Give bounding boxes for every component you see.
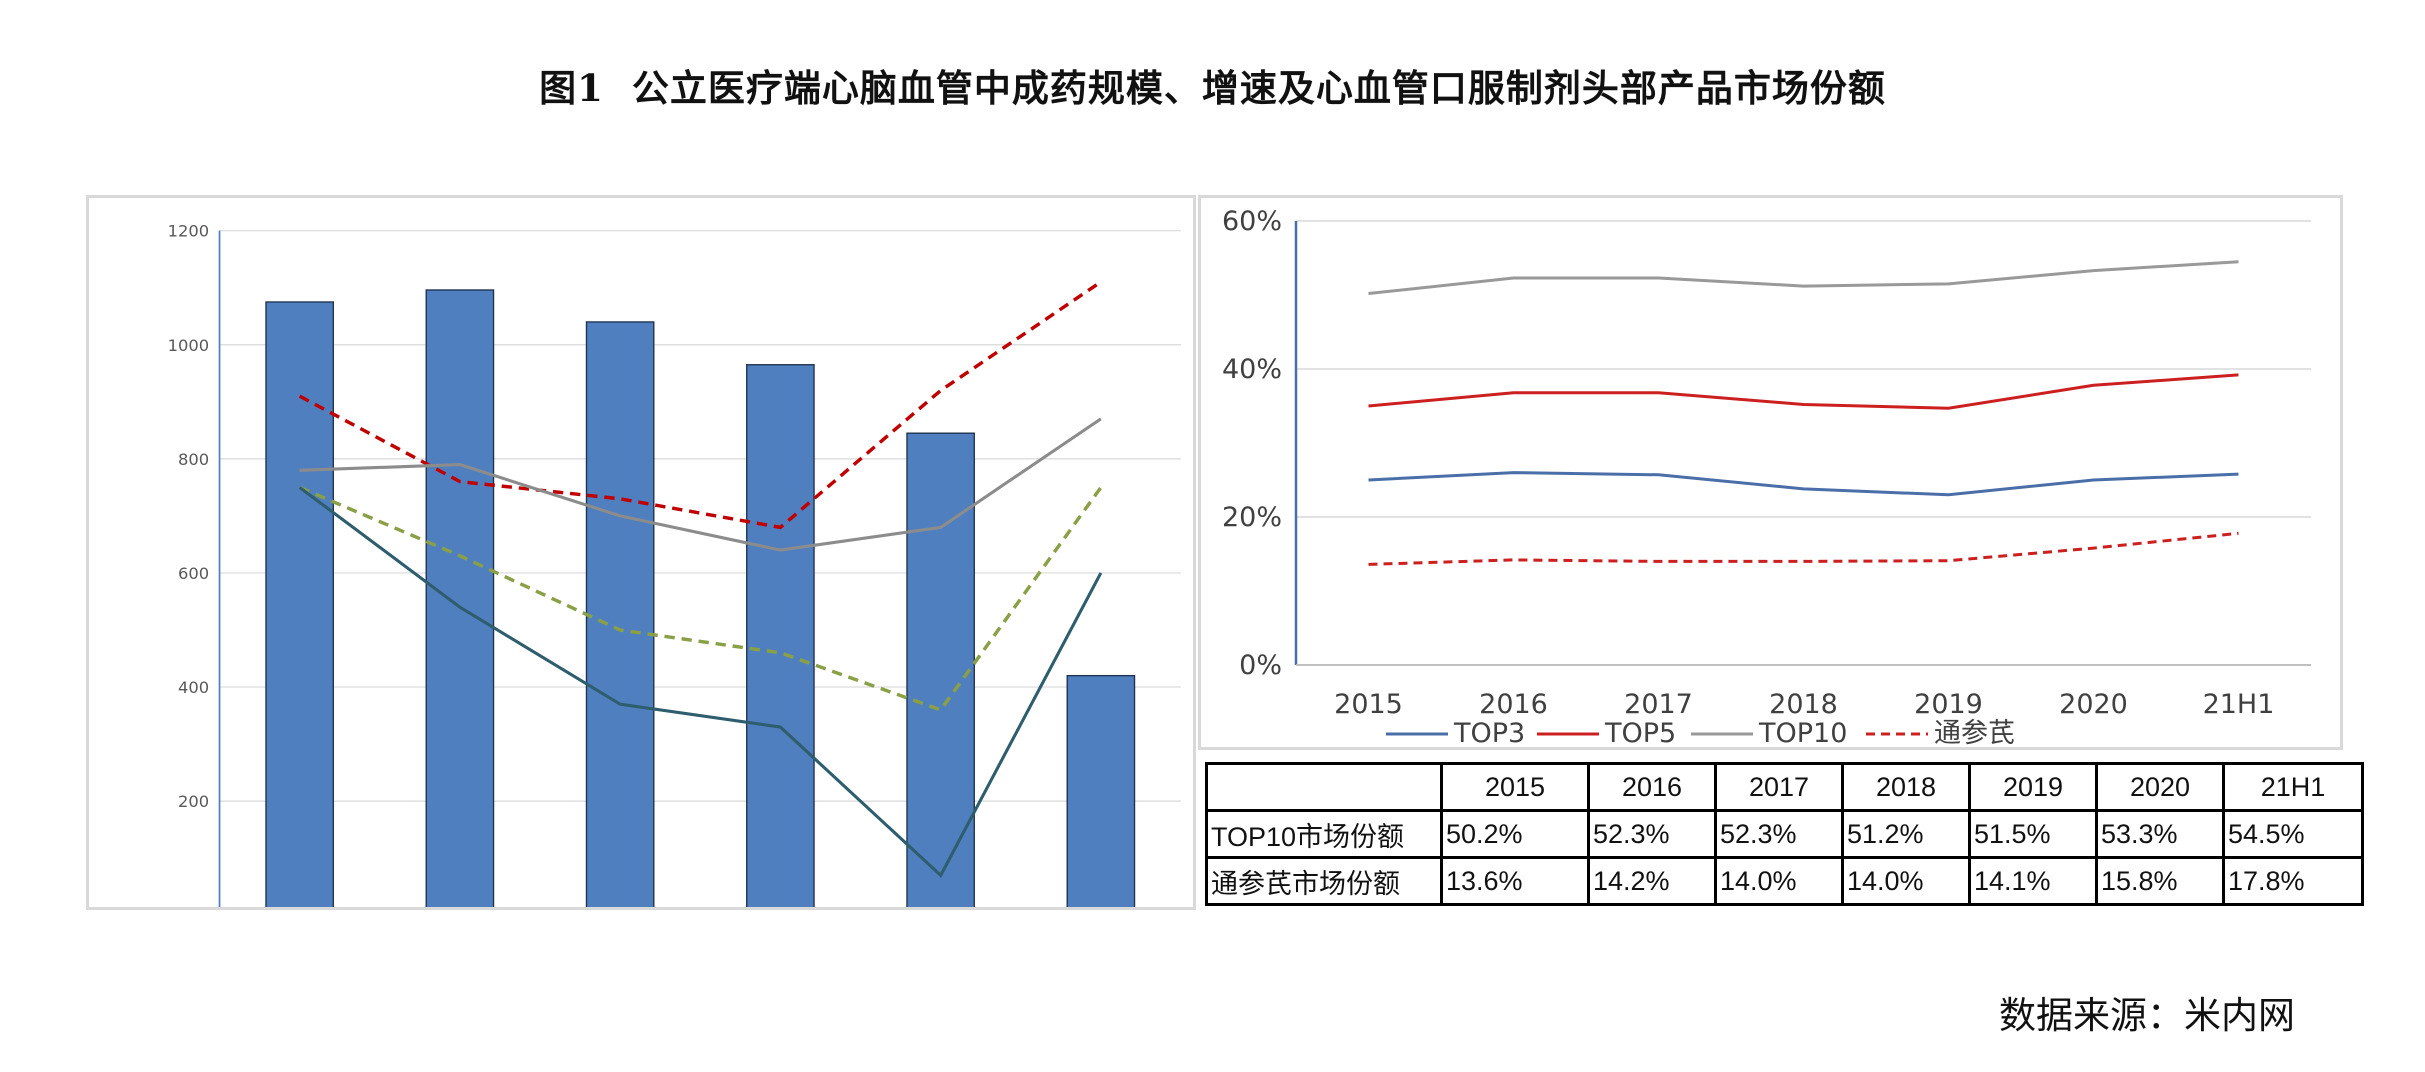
bar xyxy=(1066,674,1136,916)
table-cell: 51.2% xyxy=(1841,809,1971,859)
y-left-tick-label: 800 xyxy=(178,450,209,469)
table-header-cell: 2015 xyxy=(1440,762,1590,812)
table-header-cell: 2016 xyxy=(1587,762,1717,812)
table-header-cell: 2019 xyxy=(1968,762,2098,812)
bar xyxy=(585,321,655,916)
y-left-tick-label: 1000 xyxy=(168,336,210,355)
table-row: 通参芪市场份额 13.6% 14.2% 14.0% 14.0% 14.1% 15… xyxy=(1205,856,2364,906)
table-cell: 14.0% xyxy=(1841,856,1971,906)
x-tick-label: 2020 xyxy=(2059,689,2128,720)
source-note: 数据来源：米内网 xyxy=(1999,994,2295,1037)
series-line xyxy=(298,485,1103,712)
table-header-cell: 2018 xyxy=(1841,762,1971,812)
y-left-tick-label: 600 xyxy=(178,564,209,583)
x-tick-label: 21H1 xyxy=(2203,689,2275,720)
table-cell: 14.2% xyxy=(1587,856,1717,906)
table-row: TOP10市场份额 50.2% 52.3% 52.3% 51.2% 51.5% … xyxy=(1205,809,2364,859)
legend-label: TOP10 xyxy=(1758,718,1847,747)
series-line xyxy=(299,417,1102,552)
x-tick-label: 2019 xyxy=(1914,689,1983,720)
table-row-label: 通参芪市场份额 xyxy=(1205,856,1443,906)
legend-label: 通参芪 xyxy=(1934,718,2015,747)
scale-growth-combo-chart: 020040060080010001200-30%-20%-10%0%10%20… xyxy=(131,222,1237,993)
market-share-line-chart: 0% 20% 40% 60% 2015 2016 2017 2018 2019 2020 21H1 T… xyxy=(1222,206,2311,749)
bar xyxy=(746,364,815,916)
legend-label: TOP5 xyxy=(1604,718,1676,747)
series-line xyxy=(1368,531,2239,566)
table-header-row: 2015 2016 2017 2018 2019 2020 21H1 xyxy=(1205,762,2364,812)
x-tick-label: 2016 xyxy=(1479,689,1548,720)
table-header-cell: 2020 xyxy=(2095,762,2225,812)
market-share-table: 2015 2016 2017 2018 2019 2020 21H1 TOP10… xyxy=(1205,762,2364,906)
table-header-cell: 21H1 xyxy=(2222,762,2364,812)
y-tick-label: 60% xyxy=(1222,206,1282,237)
x-tick-label: 2015 xyxy=(1334,689,1403,720)
table-cell: 15.8% xyxy=(2095,856,2225,906)
table-cell: 54.5% xyxy=(2222,809,2364,859)
series-line xyxy=(1368,373,2239,410)
left-chart-panel: 020040060080010001200-30%-20%-10%0%10%20… xyxy=(86,195,1237,993)
y-left-tick-label: 0 xyxy=(199,906,209,907)
plot-area: 020040060080010001200-30%-20%-10%0%10%20… xyxy=(131,222,1237,993)
series-line xyxy=(1368,471,2239,497)
figure-number: 图1 xyxy=(539,66,604,110)
bar xyxy=(265,301,334,916)
table-row-label: TOP10市场份额 xyxy=(1205,809,1443,859)
y-tick-label: 0% xyxy=(1239,650,1282,681)
legend-label: TOP3 xyxy=(1453,718,1525,747)
figure-title: 图1 公立医疗端心脑血管中成药规模、增速及心血管口服制剂头部产品市场份额 xyxy=(0,58,2425,112)
series-line xyxy=(298,486,1103,878)
table-cell: 53.3% xyxy=(2095,809,2225,859)
bar xyxy=(425,289,495,916)
table-cell: 14.1% xyxy=(1968,856,2098,906)
y-tick-label: 20% xyxy=(1222,502,1282,533)
series-line xyxy=(298,280,1102,530)
table-cell: 52.3% xyxy=(1587,809,1717,859)
table-header-cell xyxy=(1205,762,1443,812)
right-chart-panel: 0% 20% 40% 60% 2015 2016 2017 2018 2019 2020 21H1 T… xyxy=(1198,195,2343,750)
x-tick-label: 2017 xyxy=(1624,689,1693,720)
y-left-tick-label: 200 xyxy=(178,792,209,811)
y-left-tick-label: 400 xyxy=(178,678,209,697)
table-cell: 17.8% xyxy=(2222,856,2364,906)
figure-title-text: 公立医疗端心脑血管中成药规模、增速及心血管口服制剂头部产品市场份额 xyxy=(631,66,1886,110)
y-left-tick-label: 1200 xyxy=(168,222,210,241)
y-tick-label: 40% xyxy=(1222,354,1282,385)
table-cell: 50.2% xyxy=(1440,809,1590,859)
table-cell: 52.3% xyxy=(1714,809,1844,859)
table-cell: 51.5% xyxy=(1968,809,2098,859)
bar xyxy=(906,432,975,916)
series-line xyxy=(1368,260,2239,295)
table-cell: 13.6% xyxy=(1440,856,1590,906)
table-header-cell: 2017 xyxy=(1714,762,1844,812)
x-tick-label: 2018 xyxy=(1769,689,1838,720)
table-cell: 14.0% xyxy=(1714,856,1844,906)
